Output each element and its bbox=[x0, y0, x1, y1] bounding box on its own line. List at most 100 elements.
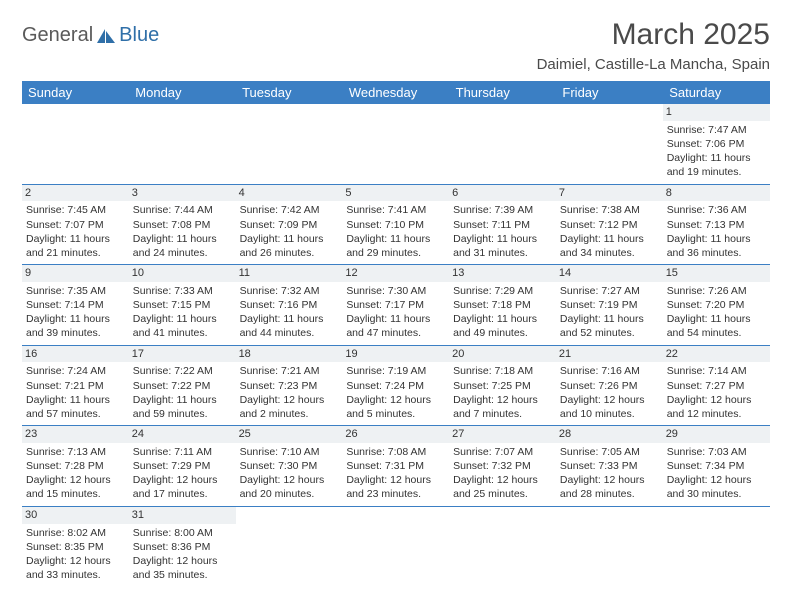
calendar-day-cell: 29Sunrise: 7:03 AMSunset: 7:34 PMDayligh… bbox=[663, 426, 770, 507]
day-header: Tuesday bbox=[236, 81, 343, 104]
calendar-day-cell: . bbox=[449, 506, 556, 586]
sunset-text: Sunset: 7:12 PM bbox=[560, 218, 659, 232]
sunrise-text: Sunrise: 7:07 AM bbox=[453, 445, 552, 459]
calendar-day-cell: 21Sunrise: 7:16 AMSunset: 7:26 PMDayligh… bbox=[556, 345, 663, 426]
sunrise-text: Sunrise: 7:45 AM bbox=[26, 203, 125, 217]
sunset-text: Sunset: 8:35 PM bbox=[26, 540, 125, 554]
sunset-text: Sunset: 7:19 PM bbox=[560, 298, 659, 312]
sunrise-text: Sunrise: 7:36 AM bbox=[667, 203, 766, 217]
sunrise-text: Sunrise: 7:35 AM bbox=[26, 284, 125, 298]
daylight-text: and 28 minutes. bbox=[560, 487, 659, 501]
sunset-text: Sunset: 7:14 PM bbox=[26, 298, 125, 312]
day-number: 8 bbox=[663, 185, 770, 202]
calendar-week-row: 23Sunrise: 7:13 AMSunset: 7:28 PMDayligh… bbox=[22, 426, 770, 507]
day-number: 12 bbox=[342, 265, 449, 282]
calendar-day-cell: . bbox=[556, 506, 663, 586]
calendar-day-cell: . bbox=[663, 506, 770, 586]
calendar-day-cell: 17Sunrise: 7:22 AMSunset: 7:22 PMDayligh… bbox=[129, 345, 236, 426]
day-number: 16 bbox=[22, 346, 129, 363]
daylight-text: Daylight: 12 hours bbox=[240, 473, 339, 487]
daylight-text: Daylight: 11 hours bbox=[133, 393, 232, 407]
sunrise-text: Sunrise: 7:44 AM bbox=[133, 203, 232, 217]
day-number: 18 bbox=[236, 346, 343, 363]
day-number: 25 bbox=[236, 426, 343, 443]
day-number: 10 bbox=[129, 265, 236, 282]
sunset-text: Sunset: 7:27 PM bbox=[667, 379, 766, 393]
day-header: Sunday bbox=[22, 81, 129, 104]
calendar-day-cell: . bbox=[129, 104, 236, 184]
sunrise-text: Sunrise: 7:19 AM bbox=[346, 364, 445, 378]
day-header: Thursday bbox=[449, 81, 556, 104]
calendar-day-cell: 20Sunrise: 7:18 AMSunset: 7:25 PMDayligh… bbox=[449, 345, 556, 426]
sunset-text: Sunset: 7:17 PM bbox=[346, 298, 445, 312]
daylight-text: Daylight: 11 hours bbox=[26, 393, 125, 407]
daylight-text: and 15 minutes. bbox=[26, 487, 125, 501]
sunset-text: Sunset: 7:16 PM bbox=[240, 298, 339, 312]
sunrise-text: Sunrise: 7:33 AM bbox=[133, 284, 232, 298]
sunset-text: Sunset: 7:33 PM bbox=[560, 459, 659, 473]
calendar-day-cell: 1Sunrise: 7:47 AMSunset: 7:06 PMDaylight… bbox=[663, 104, 770, 184]
daylight-text: Daylight: 12 hours bbox=[667, 393, 766, 407]
daylight-text: Daylight: 12 hours bbox=[346, 473, 445, 487]
daylight-text: Daylight: 12 hours bbox=[560, 473, 659, 487]
sunset-text: Sunset: 7:20 PM bbox=[667, 298, 766, 312]
daylight-text: and 34 minutes. bbox=[560, 246, 659, 260]
day-number: 4 bbox=[236, 185, 343, 202]
calendar-day-cell: 9Sunrise: 7:35 AMSunset: 7:14 PMDaylight… bbox=[22, 265, 129, 346]
day-number: 19 bbox=[342, 346, 449, 363]
day-number: 24 bbox=[129, 426, 236, 443]
calendar-day-cell: 30Sunrise: 8:02 AMSunset: 8:35 PMDayligh… bbox=[22, 506, 129, 586]
calendar-day-cell: 31Sunrise: 8:00 AMSunset: 8:36 PMDayligh… bbox=[129, 506, 236, 586]
day-number: 1 bbox=[663, 104, 770, 121]
sunrise-text: Sunrise: 7:27 AM bbox=[560, 284, 659, 298]
calendar-day-cell: . bbox=[22, 104, 129, 184]
daylight-text: Daylight: 12 hours bbox=[26, 554, 125, 568]
daylight-text: Daylight: 12 hours bbox=[453, 473, 552, 487]
calendar-day-cell: 11Sunrise: 7:32 AMSunset: 7:16 PMDayligh… bbox=[236, 265, 343, 346]
daylight-text: and 29 minutes. bbox=[346, 246, 445, 260]
calendar-day-cell: 6Sunrise: 7:39 AMSunset: 7:11 PMDaylight… bbox=[449, 184, 556, 265]
daylight-text: and 54 minutes. bbox=[667, 326, 766, 340]
daylight-text: and 41 minutes. bbox=[133, 326, 232, 340]
sunrise-text: Sunrise: 7:39 AM bbox=[453, 203, 552, 217]
day-number: 17 bbox=[129, 346, 236, 363]
daylight-text: Daylight: 11 hours bbox=[667, 232, 766, 246]
day-number: 20 bbox=[449, 346, 556, 363]
daylight-text: Daylight: 12 hours bbox=[453, 393, 552, 407]
sunset-text: Sunset: 7:15 PM bbox=[133, 298, 232, 312]
daylight-text: and 31 minutes. bbox=[453, 246, 552, 260]
calendar-header-row: Sunday Monday Tuesday Wednesday Thursday… bbox=[22, 81, 770, 104]
daylight-text: Daylight: 12 hours bbox=[133, 554, 232, 568]
daylight-text: and 21 minutes. bbox=[26, 246, 125, 260]
calendar-day-cell: 12Sunrise: 7:30 AMSunset: 7:17 PMDayligh… bbox=[342, 265, 449, 346]
calendar-week-row: 30Sunrise: 8:02 AMSunset: 8:35 PMDayligh… bbox=[22, 506, 770, 586]
daylight-text: and 2 minutes. bbox=[240, 407, 339, 421]
daylight-text: Daylight: 11 hours bbox=[560, 312, 659, 326]
sunrise-text: Sunrise: 7:26 AM bbox=[667, 284, 766, 298]
sunset-text: Sunset: 7:07 PM bbox=[26, 218, 125, 232]
day-number: 22 bbox=[663, 346, 770, 363]
daylight-text: and 5 minutes. bbox=[346, 407, 445, 421]
daylight-text: Daylight: 12 hours bbox=[26, 473, 125, 487]
day-number: 5 bbox=[342, 185, 449, 202]
sail-icon bbox=[95, 27, 117, 45]
daylight-text: and 23 minutes. bbox=[346, 487, 445, 501]
title-block: March 2025 Daimiel, Castille-La Mancha, … bbox=[537, 18, 770, 73]
day-number: 11 bbox=[236, 265, 343, 282]
sunrise-text: Sunrise: 7:30 AM bbox=[346, 284, 445, 298]
sunset-text: Sunset: 7:21 PM bbox=[26, 379, 125, 393]
calendar-day-cell: . bbox=[342, 104, 449, 184]
calendar-table: Sunday Monday Tuesday Wednesday Thursday… bbox=[22, 81, 770, 586]
sunset-text: Sunset: 7:06 PM bbox=[667, 137, 766, 151]
daylight-text: and 39 minutes. bbox=[26, 326, 125, 340]
calendar-day-cell: 5Sunrise: 7:41 AMSunset: 7:10 PMDaylight… bbox=[342, 184, 449, 265]
day-number: 6 bbox=[449, 185, 556, 202]
sunrise-text: Sunrise: 7:05 AM bbox=[560, 445, 659, 459]
daylight-text: Daylight: 12 hours bbox=[346, 393, 445, 407]
calendar-day-cell: 27Sunrise: 7:07 AMSunset: 7:32 PMDayligh… bbox=[449, 426, 556, 507]
daylight-text: Daylight: 11 hours bbox=[667, 312, 766, 326]
calendar-day-cell: 8Sunrise: 7:36 AMSunset: 7:13 PMDaylight… bbox=[663, 184, 770, 265]
daylight-text: and 57 minutes. bbox=[26, 407, 125, 421]
calendar-day-cell: 19Sunrise: 7:19 AMSunset: 7:24 PMDayligh… bbox=[342, 345, 449, 426]
sunrise-text: Sunrise: 8:02 AM bbox=[26, 526, 125, 540]
